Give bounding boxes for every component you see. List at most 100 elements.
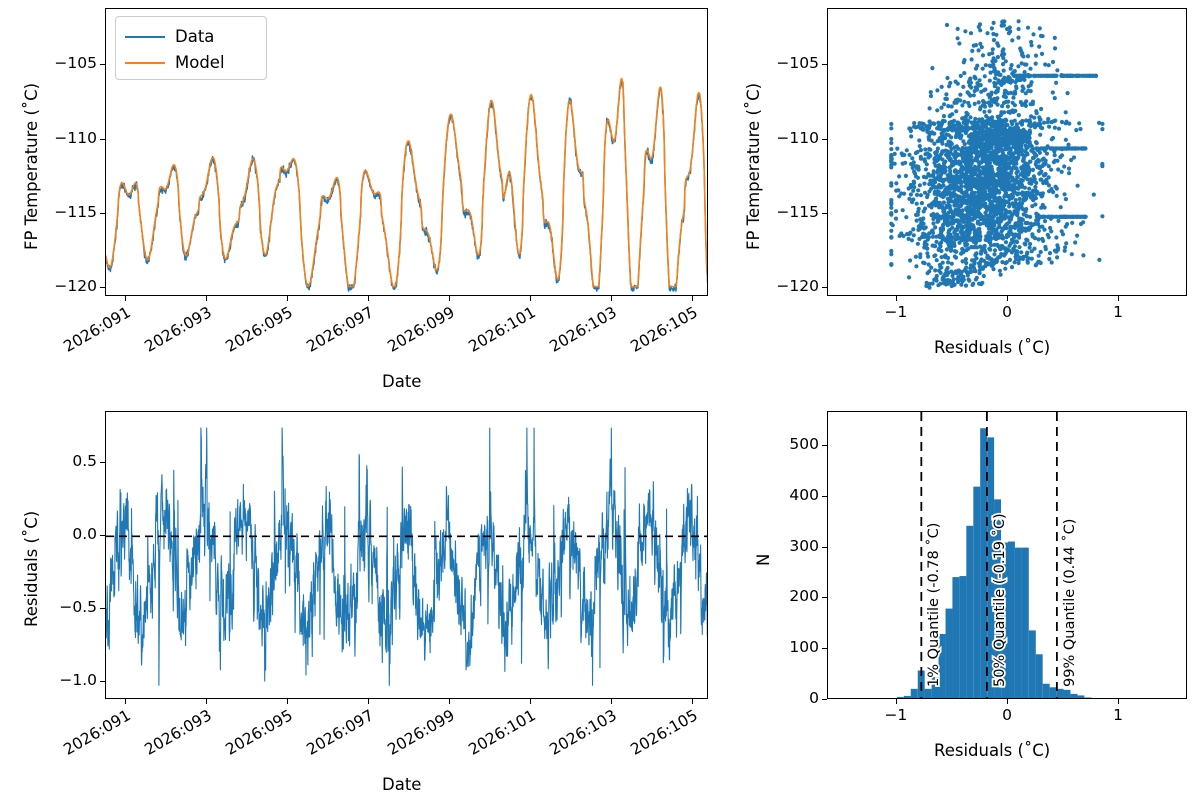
residuals-xtick-label: 2026:105 <box>627 706 701 759</box>
legend-swatch-data <box>125 36 165 38</box>
histogram-ylabel: N <box>754 553 773 566</box>
legend-swatch-model <box>125 62 165 64</box>
scatter-ytick <box>822 64 827 66</box>
residuals-xtick-label: 2026:095 <box>222 706 296 759</box>
scatter-xtick-label: 1 <box>1113 303 1124 321</box>
scatter-xtick-label: −1 <box>884 303 908 321</box>
histogram-ytick-label: 400 <box>789 485 819 504</box>
scatter-ylabel: FP Temperature (˚C) <box>744 82 763 250</box>
legend-entry-model: Model <box>125 50 257 76</box>
timeseries-ytick <box>100 212 105 214</box>
timeseries-ytick <box>100 64 105 66</box>
histogram-quantile-label: 99% Quantile (0.44 ˚C) 99% Quantile (0.44… <box>1060 517 1080 689</box>
timeseries-xtick-label: 2026:099 <box>384 303 458 356</box>
histogram-ytick-label: 100 <box>789 638 819 657</box>
residuals-ytick-label: 0.0 <box>72 525 97 544</box>
histogram-ytick <box>822 495 827 497</box>
residuals-xtick <box>287 699 289 704</box>
legend-label-model: Model <box>175 52 225 72</box>
scatter-xlabel: Residuals (˚C) <box>934 338 1051 357</box>
legend-label-data: Data <box>175 26 215 46</box>
histogram-ytick-label: 300 <box>789 536 819 555</box>
timeseries-plot-area <box>106 77 707 292</box>
residuals-ytick <box>100 462 105 464</box>
scatter-ytick-label: −115 <box>776 202 819 221</box>
histogram-ytick <box>822 445 827 447</box>
residuals-xtick <box>448 699 450 704</box>
residuals-ytick-label: −1.0 <box>59 671 97 690</box>
scatter-axes <box>827 8 1187 296</box>
legend-entry-data: Data <box>125 24 257 50</box>
histogram-xlabel: Residuals (˚C) <box>934 741 1051 760</box>
residuals-xtick <box>529 699 531 704</box>
residuals-xtick-label: 2026:091 <box>60 706 135 759</box>
residuals-xtick <box>368 699 370 704</box>
histogram-xtick-label: 0 <box>1002 706 1012 724</box>
histogram-ytick <box>822 597 827 599</box>
residuals-xlabel: Date <box>382 775 422 794</box>
histogram-ytick-label: 200 <box>789 587 819 606</box>
timeseries-xtick-label: 2026:105 <box>627 303 701 356</box>
histogram-ytick <box>822 648 827 650</box>
scatter-ytick <box>822 212 827 214</box>
residuals-ytick <box>100 535 105 537</box>
scatter-xtick-label: 0 <box>1002 303 1012 321</box>
scatter-ytick-label: −110 <box>776 128 819 147</box>
timeseries-ytick-label: −115 <box>54 202 97 221</box>
timeseries-xtick <box>368 296 370 301</box>
histogram-xtick-label: 1 <box>1113 706 1124 724</box>
residuals-ytick-label: 0.5 <box>72 452 97 471</box>
timeseries-xtick-label: 2026:097 <box>303 303 377 356</box>
timeseries-ytick-label: −105 <box>54 54 97 73</box>
timeseries-xtick <box>610 296 612 301</box>
timeseries-xtick <box>448 296 450 301</box>
timeseries-xtick <box>287 296 289 301</box>
histogram-quantile-label: 50% Quantile (-0.19 ˚C) 50% Quantile (-0.… <box>990 512 1010 689</box>
residuals-xtick <box>691 699 693 704</box>
timeseries-xtick <box>125 296 127 301</box>
timeseries-xtick-label: 2026:095 <box>222 303 296 356</box>
timeseries-xtick-label: 2026:091 <box>60 303 135 356</box>
histogram-ytick-label: 500 <box>789 435 819 454</box>
residuals-xtick-label: 2026:099 <box>384 706 458 759</box>
timeseries-ytick <box>100 138 105 140</box>
scatter-ytick-label: −120 <box>776 277 819 296</box>
histogram-ytick-label: 0 <box>809 689 819 707</box>
timeseries-ytick-label: −110 <box>54 128 97 147</box>
residuals-plot-area <box>106 427 707 686</box>
timeseries-ytick-label: −120 <box>54 277 97 296</box>
histogram-xtick <box>1007 699 1008 704</box>
residuals-xtick-label: 2026:103 <box>546 706 620 759</box>
residuals-xtick <box>125 699 127 704</box>
residuals-axes <box>105 411 708 699</box>
histogram-plot-area <box>896 412 1092 698</box>
histogram-axes <box>827 411 1187 699</box>
scatter-xtick <box>895 296 897 301</box>
timeseries-xtick-label: 2026:093 <box>141 303 215 356</box>
histogram-ytick <box>822 546 827 548</box>
timeseries-ylabel: FP Temperature (˚C) <box>22 82 41 250</box>
residuals-ylabel: Residuals (˚C) <box>22 510 41 627</box>
residuals-ytick-label: −0.5 <box>59 598 97 617</box>
scatter-xtick <box>1007 296 1008 301</box>
histogram-quantile-label: 1% Quantile (-0.78 ˚C) 1% Quantile (-0.78… <box>925 521 945 689</box>
legend-timeseries: Data Model <box>115 16 267 80</box>
residuals-xtick-label: 2026:093 <box>141 706 215 759</box>
timeseries-ytick <box>100 287 105 289</box>
residuals-xtick <box>610 699 612 704</box>
histogram-xtick-label: −1 <box>884 706 908 724</box>
scatter-xtick <box>1118 296 1120 301</box>
timeseries-xtick <box>691 296 693 301</box>
scatter-plot-area <box>889 19 1105 290</box>
scatter-ytick <box>822 287 827 289</box>
timeseries-xlabel: Date <box>382 372 422 391</box>
scatter-ytick <box>822 138 827 140</box>
timeseries-xtick-label: 2026:103 <box>546 303 620 356</box>
residuals-ytick <box>100 608 105 610</box>
timeseries-xtick <box>206 296 208 301</box>
histogram-ytick <box>822 699 827 700</box>
residuals-ytick <box>100 681 105 683</box>
histogram-xtick <box>895 699 897 704</box>
timeseries-xtick-label: 2026:101 <box>465 303 539 356</box>
